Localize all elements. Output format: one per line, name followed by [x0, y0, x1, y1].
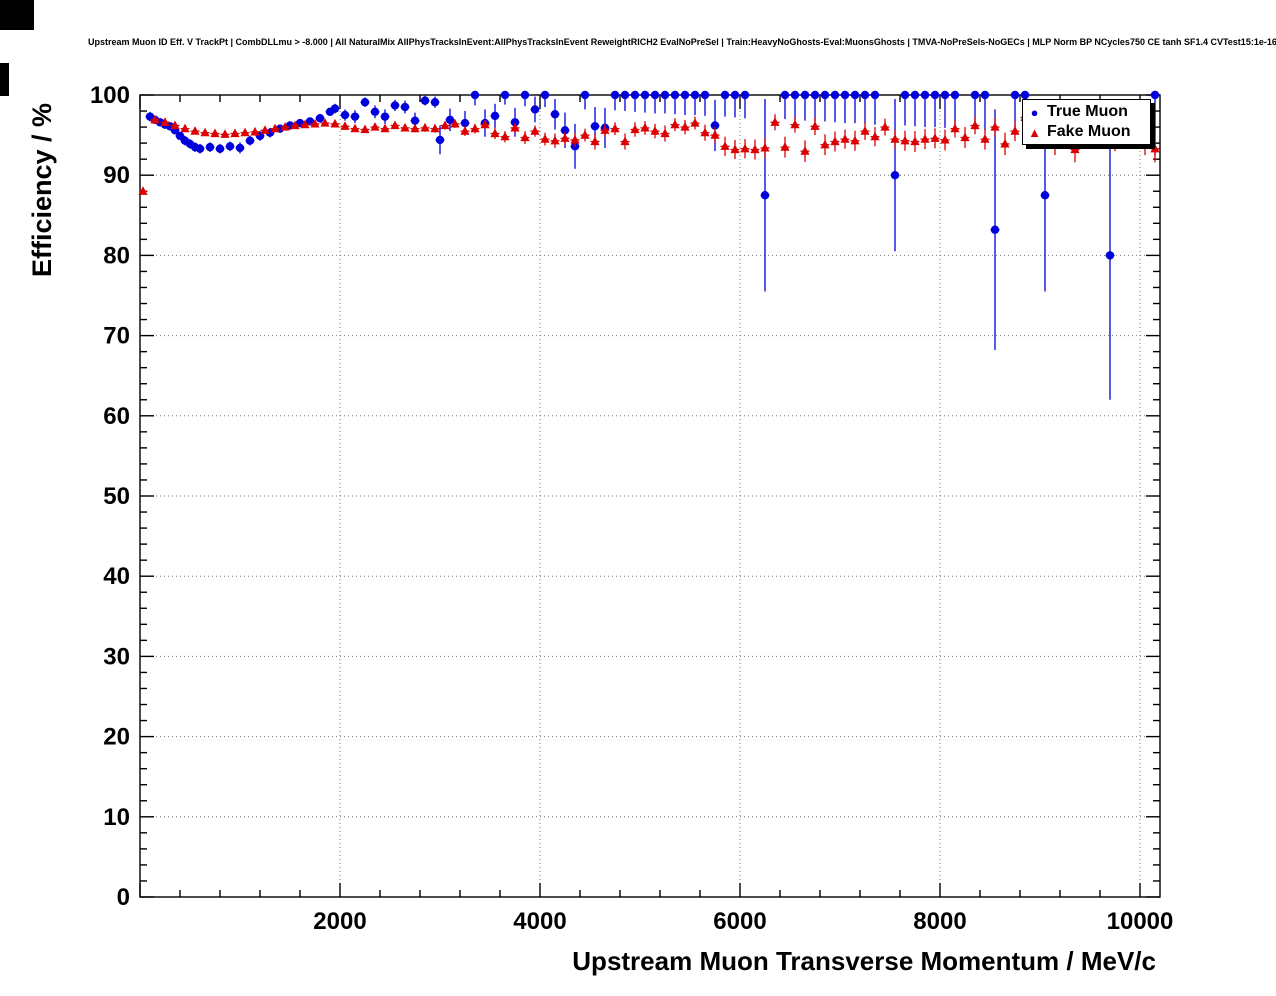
svg-text:2000: 2000: [313, 908, 366, 935]
svg-text:4000: 4000: [513, 908, 566, 935]
svg-text:50: 50: [103, 483, 130, 510]
fake-muon-marker-icon: ▲: [1028, 124, 1041, 140]
series-true-muon: [145, 90, 1160, 400]
svg-text:90: 90: [103, 162, 130, 189]
svg-text:8000: 8000: [913, 908, 966, 935]
legend-box: ● True Muon ▲ Fake Muon: [1022, 99, 1151, 145]
true-muon-marker-icon: ●: [1030, 104, 1039, 120]
legend-entry-true-muon: ● True Muon: [1023, 102, 1150, 122]
svg-text:10: 10: [103, 804, 130, 831]
y-axis-title: Efficiency / %: [27, 102, 57, 278]
x-axis-title: Upstream Muon Transverse Momentum / MeV/…: [572, 946, 1156, 976]
svg-text:10000: 10000: [1107, 908, 1174, 935]
series-fake-muon: [138, 107, 1160, 195]
svg-text:40: 40: [103, 563, 130, 590]
screen-edge-black-patch: [0, 63, 9, 96]
grid-lines: [140, 95, 1160, 897]
screen-corner-black-patch: [0, 0, 34, 30]
legend-label-fake-muon: Fake Muon: [1047, 123, 1131, 140]
svg-text:100: 100: [90, 82, 130, 109]
svg-text:60: 60: [103, 403, 130, 430]
svg-text:70: 70: [103, 323, 130, 350]
plot-title: Upstream Muon ID Eff. V TrackPt | CombDL…: [88, 37, 1276, 47]
svg-text:20: 20: [103, 724, 130, 751]
svg-text:80: 80: [103, 242, 130, 269]
svg-text:0: 0: [117, 884, 130, 911]
svg-text:30: 30: [103, 643, 130, 670]
legend-label-true-muon: True Muon: [1047, 103, 1128, 120]
legend-entry-fake-muon: ▲ Fake Muon: [1023, 122, 1150, 142]
tick-labels: 2000 4000 6000 8000 10000 0 10 20 30 40 50 60 70 80 90…: [90, 82, 1173, 935]
svg-text:6000: 6000: [713, 908, 766, 935]
